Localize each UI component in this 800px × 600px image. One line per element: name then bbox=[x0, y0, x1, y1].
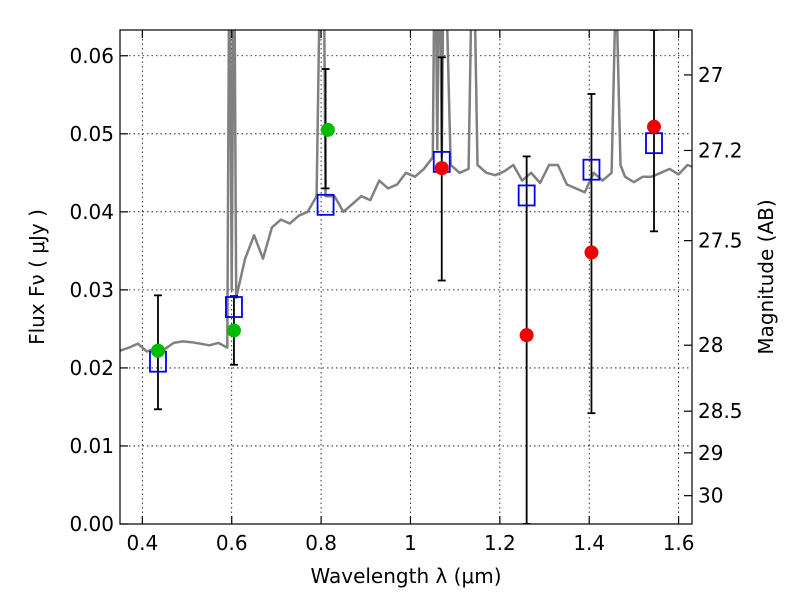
x-tick-label: 1 bbox=[404, 531, 417, 555]
estimate-point bbox=[584, 245, 599, 260]
right-tick-label: 30 bbox=[698, 484, 723, 508]
detection-point bbox=[320, 122, 335, 137]
plot-area bbox=[120, 30, 692, 524]
spectrum-line bbox=[120, 30, 692, 353]
model-square bbox=[316, 193, 335, 216]
grid-layer bbox=[120, 30, 692, 525]
detection-point bbox=[150, 343, 165, 358]
estimate-point bbox=[434, 161, 449, 176]
model-square bbox=[517, 184, 536, 207]
tick-layer: 0.4 0.6 0.8 1 1.2 1.4 1.6 0.00 0.01 0.02 0.03 0.04 0… bbox=[69, 30, 743, 555]
x-tick-label: 1.6 bbox=[663, 531, 695, 555]
x-axis-label: Wavelength λ (μm) bbox=[310, 564, 501, 588]
right-tick-label: 27.5 bbox=[698, 229, 743, 253]
y-axis-label: Flux Fν ( μJy ) bbox=[25, 209, 49, 345]
y-tick-label: 0.01 bbox=[69, 434, 114, 458]
right-axis-label: Magnitude (AB) bbox=[754, 199, 778, 354]
right-tick-label: 28.5 bbox=[698, 399, 743, 423]
x-tick-label: 0.8 bbox=[305, 531, 337, 555]
x-tick-label: 0.4 bbox=[126, 531, 158, 555]
y-tick-label: 0.02 bbox=[69, 356, 114, 380]
x-tick-label: 1.4 bbox=[573, 531, 605, 555]
right-tick-label: 27 bbox=[698, 63, 723, 87]
right-tick-label: 29 bbox=[698, 441, 723, 465]
y-tick-label: 0.05 bbox=[69, 122, 114, 146]
plot-frame bbox=[119, 29, 693, 525]
right-tick-label: 27.2 bbox=[698, 138, 743, 162]
detection-point bbox=[226, 323, 241, 338]
y-tick-label: 0.00 bbox=[69, 512, 114, 536]
model-square bbox=[225, 296, 243, 318]
x-tick-label: 0.6 bbox=[216, 531, 248, 555]
estimate-point bbox=[519, 328, 534, 343]
right-tick-label: 28 bbox=[698, 333, 723, 357]
y-tick-label: 0.03 bbox=[69, 278, 114, 302]
model-square bbox=[582, 158, 601, 181]
y-tick-label: 0.04 bbox=[69, 200, 114, 224]
y-tick-label: 0.06 bbox=[69, 44, 114, 68]
x-tick-label: 1.2 bbox=[484, 531, 516, 555]
estimate-point bbox=[647, 119, 662, 134]
